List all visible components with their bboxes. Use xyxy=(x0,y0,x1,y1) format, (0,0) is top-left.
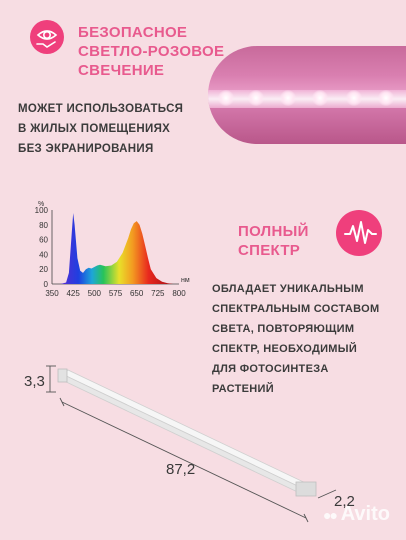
x-tick-label: 425 xyxy=(66,289,80,298)
x-tick-label: 350 xyxy=(45,289,59,298)
spectrum-area xyxy=(60,213,174,284)
residential-use-text: МОЖЕТ ИСПОЛЬЗОВАТЬСЯ В ЖИЛЫХ ПОМЕЩЕНИЯХ … xyxy=(18,99,183,159)
x-tick-label: 650 xyxy=(130,289,144,298)
spectrum-description: ОБЛАДАЕТ УНИКАЛЬНЫМ СПЕКТРАЛЬНЫМ СОСТАВО… xyxy=(212,279,379,399)
heading-line: ПОЛНЫЙ xyxy=(238,223,309,240)
safe-light-heading: БЕЗОПАСНОЕ СВЕТЛО-РОЗОВОЕ СВЕЧЕНИЕ xyxy=(78,23,224,80)
body-line: В ЖИЛЫХ ПОМЕЩЕНИЯХ xyxy=(18,123,171,135)
length-label: 87,2 xyxy=(166,461,195,478)
heading-line: СВЕЧЕНИЕ xyxy=(78,62,165,79)
y-tick-label: 20 xyxy=(39,265,48,274)
y-axis-unit: % xyxy=(38,201,44,208)
heading-line: БЕЗОПАСНОЕ xyxy=(78,24,188,41)
body-line: СПЕКТРАЛЬНЫМ СОСТАВОМ xyxy=(212,303,380,315)
body-line: РАСТЕНИЙ xyxy=(212,383,274,395)
body-line: БЕЗ ЭКРАНИРОВАНИЯ xyxy=(18,143,154,155)
y-tick-label: 40 xyxy=(39,250,48,259)
y-tick-label: 0 xyxy=(44,280,49,289)
x-tick-label: 575 xyxy=(109,289,123,298)
x-tick-label: 800 xyxy=(172,289,186,298)
y-tick-label: 100 xyxy=(35,206,49,215)
height-label: 3,3 xyxy=(24,373,45,390)
pulse-wave-badge xyxy=(336,210,382,256)
body-line: СПЕКТР, НЕОБХОДИМЫЙ xyxy=(212,343,358,355)
avito-dots-icon: ●● xyxy=(322,507,338,523)
body-line: МОЖЕТ ИСПОЛЬЗОВАТЬСЯ xyxy=(18,103,184,115)
depth-label: 2,2 xyxy=(334,493,355,510)
pulse-wave-icon xyxy=(344,221,377,244)
y-tick-label: 80 xyxy=(39,221,48,230)
x-tick-label: 500 xyxy=(88,289,102,298)
lamp-dimension-drawing: 3,3 87,2 2,2 xyxy=(24,365,355,523)
eye-hand-badge xyxy=(30,20,64,54)
heading-line: СПЕКТР xyxy=(238,242,301,259)
avito-watermark: ●● Avito xyxy=(323,503,390,526)
led-strip-photo xyxy=(208,46,406,144)
y-tick-label: 60 xyxy=(39,236,48,245)
eye-hand-icon xyxy=(36,30,58,48)
full-spectrum-heading: ПОЛНЫЙ СПЕКТР xyxy=(238,222,309,260)
body-line: ОБЛАДАЕТ УНИКАЛЬНЫМ xyxy=(212,283,364,295)
heading-line: СВЕТЛО-РОЗОВОЕ xyxy=(78,43,225,60)
lamp-connector xyxy=(295,481,317,497)
body-line: СВЕТА, ПОВТОРЯЮЩИМ xyxy=(212,323,355,335)
watermark-text: Avito xyxy=(340,503,390,525)
body-line: ДЛЯ ФОТОСИНТЕЗА xyxy=(212,363,329,375)
x-tick-label: 725 xyxy=(151,289,165,298)
x-axis-unit: нм xyxy=(181,277,190,284)
lamp-endcap xyxy=(57,368,68,383)
